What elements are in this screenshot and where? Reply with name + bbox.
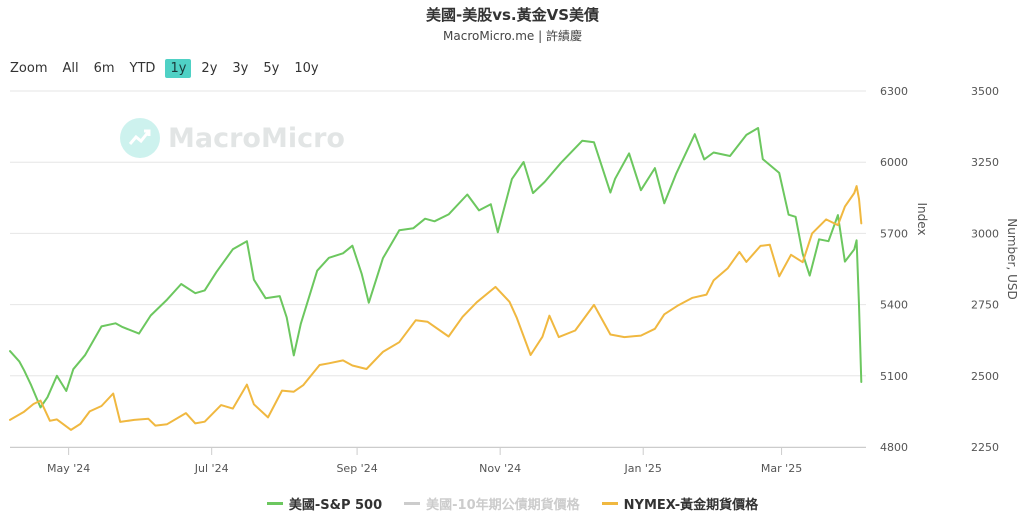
series-line-2: [9, 185, 863, 431]
watermark: MacroMicro: [120, 118, 345, 158]
legend-item-treasury[interactable]: 美國-10年期公債期貨價格: [404, 494, 580, 513]
x-axis-tick-label: Jul '24: [194, 462, 229, 475]
right-axis-tick-label: 2500: [971, 370, 999, 383]
axis-layer: 4800 5100 5400 5700 6000 6300 2250 2500 2750 3000…: [10, 85, 1019, 475]
watermark-text: MacroMicro: [168, 122, 345, 154]
series-line-0: [9, 127, 863, 409]
left-axis-tick-label: 5100: [880, 370, 908, 383]
legend-swatch-gold: [601, 502, 618, 505]
zoom-10y-button[interactable]: 10y: [294, 60, 319, 76]
legend: 美國-S&P 500 美國-10年期公債期貨價格 NYMEX-黃金期貨價格: [0, 494, 1025, 513]
zoom-6m-button[interactable]: 6m: [93, 60, 115, 76]
zoom-5y-button[interactable]: 5y: [263, 60, 280, 76]
left-axis-tick-label: 5700: [880, 227, 908, 240]
legend-item-sp500[interactable]: 美國-S&P 500: [266, 494, 383, 513]
zoom-2y-button[interactable]: 2y: [201, 60, 218, 76]
right-axis-tick-label: 3000: [971, 227, 999, 240]
x-axis-tick-label: Nov '24: [479, 462, 521, 475]
chart-area: 4800 5100 5400 5700 6000 6300 2250 2500 2750 3000…: [9, 85, 1019, 475]
left-axis-tick-label: 5400: [880, 299, 908, 312]
zoom-bar: Zoom All 6m YTD 1y 2y 3y 5y 10y: [10, 57, 329, 79]
legend-label-sp500: 美國-S&P 500: [288, 498, 383, 513]
right-axis-title: Number, USD: [1005, 218, 1019, 299]
legend-label-treasury: 美國-10年期公債期貨價格: [426, 498, 580, 513]
x-axis-tick-label: Sep '24: [336, 462, 377, 475]
left-axis-title: Index: [915, 202, 929, 235]
legend-swatch-treasury: [404, 502, 421, 505]
chart-title: 美國-美股vs.黃金VS美債: [425, 6, 600, 24]
x-axis-tick-label: Mar '25: [761, 462, 802, 475]
right-axis-tick-label: 2250: [971, 441, 999, 454]
series-layer: [9, 127, 863, 431]
legend-swatch-sp500: [266, 502, 283, 505]
legend-item-gold[interactable]: NYMEX-黃金期貨價格: [601, 494, 759, 513]
zoom-3y-button[interactable]: 3y: [232, 60, 249, 76]
zoom-1y-button[interactable]: 1y: [165, 58, 192, 78]
left-axis-tick-label: 4800: [880, 441, 908, 454]
left-axis-tick-label: 6300: [880, 85, 908, 98]
zoom-label: Zoom: [10, 60, 48, 76]
x-axis-tick-label: Jan '25: [623, 462, 661, 475]
zoom-ytd-button[interactable]: YTD: [129, 60, 156, 76]
x-axis-tick-label: May '24: [47, 462, 90, 475]
right-axis-tick-label: 3250: [971, 156, 999, 169]
zoom-all-button[interactable]: All: [62, 60, 79, 76]
right-axis-tick-label: 3500: [971, 85, 999, 98]
legend-label-gold: NYMEX-黃金期貨價格: [623, 498, 759, 513]
left-axis-tick-label: 6000: [880, 156, 908, 169]
macromicro-logo-icon: [120, 118, 160, 158]
grid-layer: [10, 90, 866, 448]
chart-subtitle: MacroMicro.me | 許績慶: [443, 29, 582, 43]
right-axis-tick-label: 2750: [971, 299, 999, 312]
